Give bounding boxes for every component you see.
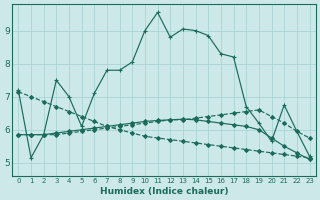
X-axis label: Humidex (Indice chaleur): Humidex (Indice chaleur)	[100, 187, 228, 196]
